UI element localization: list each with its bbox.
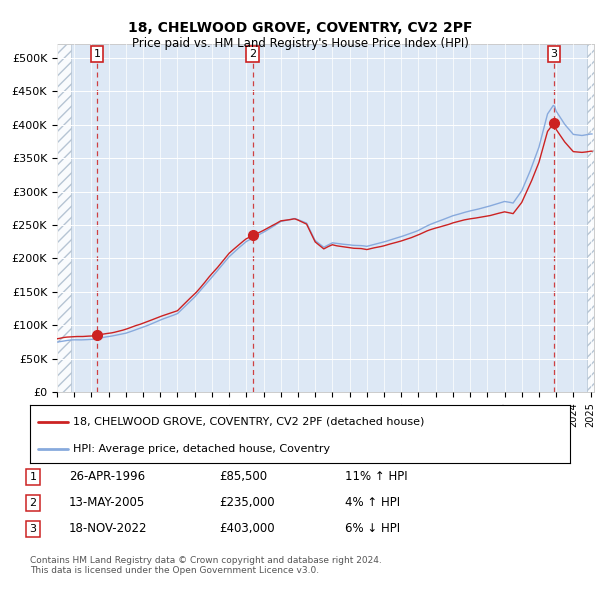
Text: 26-APR-1996: 26-APR-1996 <box>69 470 145 483</box>
Bar <box>587 44 594 392</box>
Text: 3: 3 <box>551 49 557 59</box>
Text: 4% ↑ HPI: 4% ↑ HPI <box>345 496 400 509</box>
Text: 3: 3 <box>29 524 37 533</box>
Text: Price paid vs. HM Land Registry's House Price Index (HPI): Price paid vs. HM Land Registry's House … <box>131 37 469 50</box>
Text: 11% ↑ HPI: 11% ↑ HPI <box>345 470 407 483</box>
Text: 18-NOV-2022: 18-NOV-2022 <box>69 522 148 535</box>
Text: £403,000: £403,000 <box>219 522 275 535</box>
Text: 1: 1 <box>29 472 37 481</box>
Text: £85,500: £85,500 <box>219 470 267 483</box>
Text: 18, CHELWOOD GROVE, COVENTRY, CV2 2PF (detached house): 18, CHELWOOD GROVE, COVENTRY, CV2 2PF (d… <box>73 417 425 427</box>
Text: 6% ↓ HPI: 6% ↓ HPI <box>345 522 400 535</box>
Text: 1: 1 <box>94 49 100 59</box>
Text: 2: 2 <box>249 49 256 59</box>
Bar <box>57 44 71 392</box>
Text: 2: 2 <box>29 498 37 507</box>
Text: 13-MAY-2005: 13-MAY-2005 <box>69 496 145 509</box>
Text: 18, CHELWOOD GROVE, COVENTRY, CV2 2PF: 18, CHELWOOD GROVE, COVENTRY, CV2 2PF <box>128 21 472 35</box>
Text: Contains HM Land Registry data © Crown copyright and database right 2024.
This d: Contains HM Land Registry data © Crown c… <box>30 556 382 575</box>
Text: HPI: Average price, detached house, Coventry: HPI: Average price, detached house, Cove… <box>73 444 331 454</box>
Text: £235,000: £235,000 <box>219 496 275 509</box>
